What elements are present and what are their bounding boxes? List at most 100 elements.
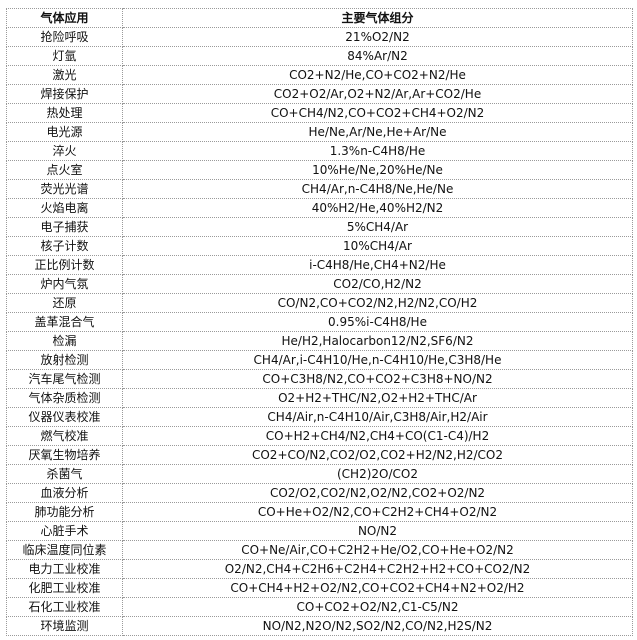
table-row: 焊接保护 CO2+O2/Ar,O2+N2/Ar,Ar+CO2/He [6,84,633,104]
application-cell: 环境监测 [6,616,123,636]
table-row: 灯氩 84%Ar/N2 [6,46,633,66]
table-row: 石化工业校准 CO+CO2+O2/N2,C1-C5/N2 [6,597,633,617]
table-header-row: 气体应用 主要气体组分 [6,8,633,28]
header-main-components: 主要气体组分 [122,8,633,28]
table-row: 还原 CO/N2,CO+CO2/N2,H2/N2,CO/H2 [6,293,633,313]
table-row: 核子计数 10%CH4/Ar [6,236,633,256]
application-cell: 还原 [6,293,123,313]
components-cell: CO+CO2+O2/N2,C1-C5/N2 [122,597,633,617]
components-cell: CO2/CO,H2/N2 [122,274,633,294]
components-cell: CO2+N2/He,CO+CO2+N2/He [122,65,633,85]
application-cell: 电子捕获 [6,217,123,237]
application-cell: 荧光光谱 [6,179,123,199]
table-row: 放射检测 CH4/Ar,i-C4H10/He,n-C4H10/He,C3H8/He [6,350,633,370]
table-row: 临床温度同位素 CO+Ne/Air,CO+C2H2+He/O2,CO+He+O2/… [6,540,633,560]
table-row: 环境监测 NO/N2,N2O/N2,SO2/N2,CO/N2,H2S/N2 [6,616,633,636]
application-cell: 淬火 [6,141,123,161]
header-gas-application: 气体应用 [6,8,123,28]
components-cell: He/H2,Halocarbon12/N2,SF6/N2 [122,331,633,351]
application-cell: 灯氩 [6,46,123,66]
gas-application-table: 气体应用 主要气体组分 抢险呼吸 21%O2/N2 灯氩 84%Ar/N2 激光 CO2+… [6,8,633,636]
table-row: 汽车尾气检测 CO+C3H8/N2,CO+CO2+C3H8+NO/N2 [6,369,633,389]
components-cell: (CH2)2O/CO2 [122,464,633,484]
application-cell: 杀菌气 [6,464,123,484]
application-cell: 正比例计数 [6,255,123,275]
table-row: 淬火 1.3%n-C4H8/He [6,141,633,161]
components-cell: CO+H2+CH4/N2,CH4+CO(C1-C4)/H2 [122,426,633,446]
application-cell: 点火室 [6,160,123,180]
application-cell: 仪器仪表校准 [6,407,123,427]
components-cell: CH4/Ar,i-C4H10/He,n-C4H10/He,C3H8/He [122,350,633,370]
application-cell: 临床温度同位素 [6,540,123,560]
application-cell: 核子计数 [6,236,123,256]
application-cell: 化肥工业校准 [6,578,123,598]
table-row: 厌氧生物培养 CO2+CO/N2,CO2/O2,CO2+H2/N2,H2/CO2 [6,445,633,465]
application-cell: 心脏手术 [6,521,123,541]
components-cell: O2+H2+THC/N2,O2+H2+THC/Ar [122,388,633,408]
table-row: 杀菌气 (CH2)2O/CO2 [6,464,633,484]
application-cell: 电光源 [6,122,123,142]
components-cell: CH4/Ar,n-C4H8/Ne,He/Ne [122,179,633,199]
table-row: 气体杂质检测 O2+H2+THC/N2,O2+H2+THC/Ar [6,388,633,408]
application-cell: 汽车尾气检测 [6,369,123,389]
components-cell: 21%O2/N2 [122,27,633,47]
table-row: 炉内气氛 CO2/CO,H2/N2 [6,274,633,294]
components-cell: CO+CH4+H2+O2/N2,CO+CO2+CH4+N2+O2/H2 [122,578,633,598]
application-cell: 激光 [6,65,123,85]
application-cell: 血液分析 [6,483,123,503]
components-cell: 10%He/Ne,20%He/Ne [122,160,633,180]
components-cell: 5%CH4/Ar [122,217,633,237]
table-row: 电子捕获 5%CH4/Ar [6,217,633,237]
table-row: 电力工业校准 O2/N2,CH4+C2H6+C2H4+C2H2+H2+CO+CO2… [6,559,633,579]
table-row: 盖革混合气 0.95%i-C4H8/He [6,312,633,332]
application-cell: 燃气校准 [6,426,123,446]
components-cell: O2/N2,CH4+C2H6+C2H4+C2H2+H2+CO+CO2/N2 [122,559,633,579]
table-row: 检漏 He/H2,Halocarbon12/N2,SF6/N2 [6,331,633,351]
application-cell: 厌氧生物培养 [6,445,123,465]
table-row: 心脏手术 NO/N2 [6,521,633,541]
application-cell: 检漏 [6,331,123,351]
application-cell: 电力工业校准 [6,559,123,579]
components-cell: CO2+CO/N2,CO2/O2,CO2+H2/N2,H2/CO2 [122,445,633,465]
table-row: 肺功能分析 CO+He+O2/N2,CO+C2H2+CH4+O2/N2 [6,502,633,522]
components-cell: CH4/Air,n-C4H10/Air,C3H8/Air,H2/Air [122,407,633,427]
components-cell: CO+CH4/N2,CO+CO2+CH4+O2/N2 [122,103,633,123]
application-cell: 放射检测 [6,350,123,370]
components-cell: 40%H2/He,40%H2/N2 [122,198,633,218]
table-row: 电光源 He/Ne,Ar/Ne,He+Ar/Ne [6,122,633,142]
application-cell: 气体杂质检测 [6,388,123,408]
application-cell: 抢险呼吸 [6,27,123,47]
application-cell: 热处理 [6,103,123,123]
application-cell: 焊接保护 [6,84,123,104]
application-cell: 肺功能分析 [6,502,123,522]
table-row: 血液分析 CO2/O2,CO2/N2,O2/N2,CO2+O2/N2 [6,483,633,503]
components-cell: NO/N2,N2O/N2,SO2/N2,CO/N2,H2S/N2 [122,616,633,636]
components-cell: CO2+O2/Ar,O2+N2/Ar,Ar+CO2/He [122,84,633,104]
table-body: 抢险呼吸 21%O2/N2 灯氩 84%Ar/N2 激光 CO2+N2/He,CO+CO2… [6,27,633,636]
table-row: 荧光光谱 CH4/Ar,n-C4H8/Ne,He/Ne [6,179,633,199]
table-row: 正比例计数 i-C4H8/He,CH4+N2/He [6,255,633,275]
components-cell: CO2/O2,CO2/N2,O2/N2,CO2+O2/N2 [122,483,633,503]
components-cell: 0.95%i-C4H8/He [122,312,633,332]
application-cell: 盖革混合气 [6,312,123,332]
table-row: 火焰电离 40%H2/He,40%H2/N2 [6,198,633,218]
components-cell: 1.3%n-C4H8/He [122,141,633,161]
table-row: 激光 CO2+N2/He,CO+CO2+N2/He [6,65,633,85]
table-row: 仪器仪表校准 CH4/Air,n-C4H10/Air,C3H8/Air,H2/Ai… [6,407,633,427]
table-row: 化肥工业校准 CO+CH4+H2+O2/N2,CO+CO2+CH4+N2+O2/H… [6,578,633,598]
table-row: 燃气校准 CO+H2+CH4/N2,CH4+CO(C1-C4)/H2 [6,426,633,446]
table-row: 抢险呼吸 21%O2/N2 [6,27,633,47]
components-cell: NO/N2 [122,521,633,541]
table-row: 点火室 10%He/Ne,20%He/Ne [6,160,633,180]
application-cell: 火焰电离 [6,198,123,218]
components-cell: 10%CH4/Ar [122,236,633,256]
application-cell: 炉内气氛 [6,274,123,294]
components-cell: CO/N2,CO+CO2/N2,H2/N2,CO/H2 [122,293,633,313]
components-cell: CO+He+O2/N2,CO+C2H2+CH4+O2/N2 [122,502,633,522]
components-cell: CO+Ne/Air,CO+C2H2+He/O2,CO+He+O2/N2 [122,540,633,560]
application-cell: 石化工业校准 [6,597,123,617]
components-cell: 84%Ar/N2 [122,46,633,66]
components-cell: He/Ne,Ar/Ne,He+Ar/Ne [122,122,633,142]
components-cell: i-C4H8/He,CH4+N2/He [122,255,633,275]
components-cell: CO+C3H8/N2,CO+CO2+C3H8+NO/N2 [122,369,633,389]
